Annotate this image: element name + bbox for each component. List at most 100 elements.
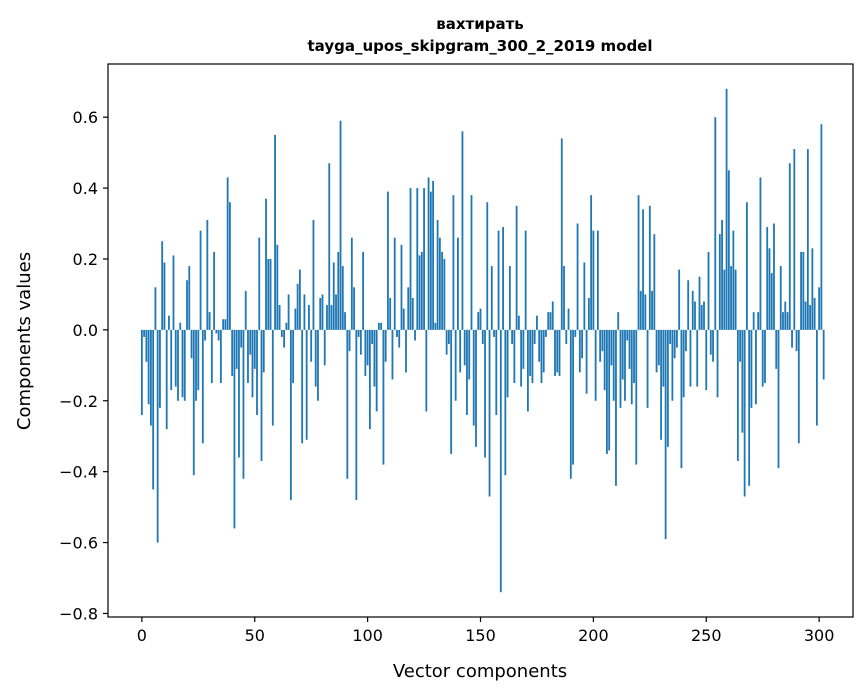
bar-198 (587, 297, 590, 330)
bar-75 (310, 329, 313, 362)
bar-4 (149, 329, 152, 426)
bar-8 (159, 329, 161, 408)
bar-159 (499, 329, 502, 593)
bar-39 (229, 202, 231, 330)
bar-131 (436, 219, 439, 330)
bar-209 (612, 329, 615, 401)
bar-264 (736, 329, 739, 462)
bar-1 (143, 329, 146, 337)
bar-161 (504, 329, 507, 476)
bar-141 (459, 329, 462, 373)
bar-79 (319, 297, 322, 330)
bar-273 (757, 312, 760, 330)
bar-24 (195, 329, 197, 401)
y-tick-label: 0.4 (73, 179, 98, 198)
bar-21 (188, 266, 191, 330)
bar-74 (308, 305, 310, 330)
bar-57 (269, 258, 272, 330)
bar-182 (551, 301, 554, 330)
bar-163 (508, 266, 511, 330)
bar-38 (226, 177, 229, 330)
bar-300 (818, 287, 821, 330)
bar-72 (303, 294, 306, 330)
bar-207 (608, 329, 611, 451)
bar-51 (256, 329, 258, 415)
bar-238 (678, 269, 681, 330)
bar-47 (247, 329, 249, 384)
bar-84 (330, 305, 333, 330)
chart-title-line1: вахтирать (436, 15, 524, 33)
bar-195 (581, 329, 583, 359)
bar-234 (669, 329, 672, 345)
bar-135 (445, 329, 448, 355)
bar-155 (490, 266, 493, 330)
bar-258 (723, 269, 726, 330)
bar-210 (615, 329, 617, 486)
bar-82 (326, 305, 328, 330)
bar-167 (517, 315, 520, 330)
bar-271 (752, 312, 755, 330)
bar-219 (635, 329, 638, 465)
bar-50 (253, 329, 256, 369)
bar-201 (594, 329, 597, 401)
bar-64 (285, 322, 288, 330)
bar-122 (416, 188, 419, 330)
bar-168 (520, 329, 523, 387)
plot-frame (107, 63, 854, 618)
bar-148 (475, 329, 477, 447)
bar-96 (357, 329, 360, 337)
bar-65 (287, 294, 290, 330)
bar-19 (183, 329, 186, 401)
bar-25 (197, 329, 200, 391)
bar-62 (280, 329, 283, 337)
bar-166 (515, 205, 518, 330)
bar-9 (161, 241, 164, 330)
bar-14 (172, 255, 175, 330)
bar-42 (235, 329, 238, 369)
bar-188 (565, 329, 568, 345)
bar-60 (276, 244, 279, 330)
bar-83 (328, 163, 331, 330)
x-axis-label: Vector components (393, 661, 567, 682)
bar-263 (734, 269, 737, 330)
bar-194 (578, 329, 581, 373)
bar-77 (314, 329, 317, 387)
bar-191 (572, 329, 574, 465)
bar-175 (536, 315, 538, 330)
bar-236 (673, 329, 676, 359)
bar-283 (779, 266, 782, 330)
bar-205 (603, 329, 606, 391)
bar-68 (294, 308, 297, 330)
bar-10 (163, 262, 166, 330)
bar-45 (242, 329, 245, 479)
bar-58 (271, 329, 274, 426)
bar-228 (655, 329, 658, 373)
bar-183 (554, 329, 556, 376)
bar-176 (538, 329, 541, 362)
bar-16 (177, 329, 179, 401)
bar-92 (348, 329, 351, 352)
bar-174 (533, 329, 536, 345)
bar-254 (714, 117, 717, 330)
bar-231 (662, 329, 665, 387)
bar-288 (791, 329, 793, 348)
bar-225 (648, 205, 651, 330)
bar-255 (716, 329, 719, 398)
bar-115 (400, 244, 403, 330)
bar-66 (289, 329, 292, 501)
bar-46 (244, 290, 247, 330)
x-tick-label: 300 (804, 626, 835, 645)
bar-127 (427, 177, 430, 330)
bar-27 (201, 329, 204, 444)
y-axis-ticks: −0.8 −0.6 −0.4 −0.2 0.0 0.2 0.4 0.6 (59, 108, 108, 623)
bar-245 (694, 301, 696, 330)
bar-22 (190, 329, 193, 359)
bar-170 (524, 230, 527, 330)
bar-35 (219, 329, 222, 384)
bar-265 (739, 329, 742, 362)
bar-152 (484, 329, 486, 458)
bar-153 (486, 202, 489, 330)
bar-20 (186, 280, 188, 330)
bar-218 (633, 329, 635, 384)
bar-173 (531, 329, 534, 384)
